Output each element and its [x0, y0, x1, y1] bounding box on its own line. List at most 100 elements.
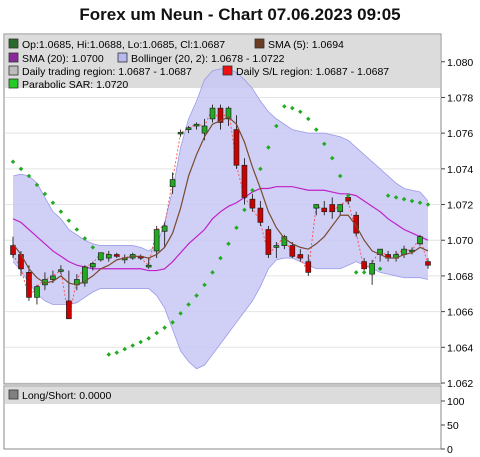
candle-body: [249, 198, 256, 209]
candle: [249, 193, 256, 212]
legend: Op:1.0685, Hi:1.0688, Lo:1.0685, Cl:1.06…: [8, 38, 389, 91]
sma20-path: [12, 186, 429, 272]
candle-body: [185, 127, 192, 130]
candle: [58, 265, 64, 275]
sar-dot: [106, 352, 112, 357]
candle-body: [233, 129, 240, 166]
long-short-legend-bg: [5, 387, 440, 404]
legend-swatch: [8, 65, 19, 76]
candle: [185, 126, 192, 134]
legend-label: Parabolic SAR: 1.0720: [22, 79, 128, 91]
sar-dot: [409, 198, 415, 204]
sar-dot: [74, 227, 80, 232]
candle: [113, 252, 120, 259]
candle: [209, 104, 216, 123]
sar-dot: [66, 218, 72, 223]
legend-label: Op:1.0685, Hi:1.0688, Lo:1.0685, Cl:1.06…: [22, 39, 225, 51]
sar-dot: [194, 293, 199, 298]
candle-body: [225, 107, 232, 120]
chart-title: Forex um Neun - Chart 07.06.2023 09:05: [79, 5, 400, 24]
candle: [353, 211, 359, 237]
candle: [305, 254, 312, 276]
candle-body: [209, 107, 216, 120]
y-tick-label: 1.072: [447, 200, 473, 212]
candle: [26, 265, 32, 301]
candle-body: [169, 179, 176, 188]
long-short-swatch: [8, 389, 19, 400]
candle-body: [297, 254, 304, 259]
candle-body: [273, 245, 280, 248]
sar-dot: [306, 116, 311, 122]
y-axis-ticks: 1.062 1.064 1.066 1.068 1.070 1.072 1.074 1.076…: [441, 57, 473, 390]
legend-label: SMA (20): 1.0700: [22, 53, 104, 65]
candle-body: [289, 245, 296, 257]
long-short-label: Long/Short: 0.0000: [22, 390, 111, 402]
candle-body: [265, 229, 272, 255]
candle-body: [161, 225, 168, 232]
legend-swatch: [8, 78, 19, 89]
candle-body: [217, 107, 224, 123]
sub-tick-label: 0: [447, 444, 453, 456]
candle: [361, 258, 367, 271]
candle-body: [329, 204, 336, 213]
sar-dot: [42, 191, 48, 197]
candle: [321, 200, 328, 216]
sma5-path: [12, 116, 429, 286]
y-tick-label: 1.066: [447, 307, 473, 319]
bollinger-lower-edge: [12, 257, 429, 370]
sar-dot: [138, 339, 143, 345]
candle: [289, 242, 296, 259]
candle-body: [417, 236, 423, 245]
candle-body: [26, 272, 32, 298]
candle: [193, 122, 200, 130]
legend-label: Daily S/L region: 1.0687 - 1.0687: [236, 66, 389, 78]
sma5-line: [12, 116, 429, 286]
candle-body: [193, 123, 200, 127]
candle: [145, 258, 152, 269]
candle-body: [82, 266, 88, 284]
candle-body: [425, 261, 431, 266]
sar-dot: [98, 254, 104, 259]
candle: [153, 225, 160, 259]
candle: [265, 225, 272, 259]
candles: [10, 104, 431, 320]
sar-dot: [298, 109, 303, 115]
candle-body: [305, 261, 312, 273]
y-tick-label: 1.070: [447, 235, 473, 247]
sar-dot: [202, 282, 207, 288]
y-tick-label: 1.078: [447, 92, 473, 104]
candle: [337, 204, 344, 216]
candle: [217, 104, 224, 130]
y-tick-label: 1.064: [447, 342, 473, 354]
candle: [425, 258, 431, 269]
sar-dot: [170, 320, 175, 325]
candle: [417, 234, 423, 246]
candle-body: [345, 197, 352, 202]
candle: [297, 249, 304, 262]
candle: [273, 242, 280, 259]
candle-body: [201, 125, 208, 134]
legend-label: Daily trading region: 1.0687 - 1.0687: [22, 66, 192, 78]
y-tick-label: 1.062: [447, 378, 473, 390]
y-tick-label: 1.080: [447, 57, 473, 69]
legend-swatch: [254, 38, 265, 49]
candle: [34, 284, 40, 305]
candle-body: [153, 229, 160, 252]
candle: [169, 172, 176, 194]
candle: [82, 265, 88, 287]
sar-dot: [393, 195, 399, 200]
candle-body: [321, 207, 328, 213]
legend-swatch: [8, 38, 19, 49]
legend-swatch: [8, 52, 19, 63]
legend-swatch: [117, 52, 128, 63]
sar-dot: [178, 311, 183, 316]
sar-dot: [218, 255, 223, 261]
sub-tick-label: 100: [447, 396, 465, 408]
candle-body: [353, 214, 359, 234]
legend-label: Bollinger (20, 2): 1.0678 - 1.0722: [131, 53, 285, 65]
candle-body: [66, 300, 72, 320]
sma20-line: [12, 186, 429, 272]
candle-body: [113, 254, 120, 257]
candle: [89, 261, 96, 271]
